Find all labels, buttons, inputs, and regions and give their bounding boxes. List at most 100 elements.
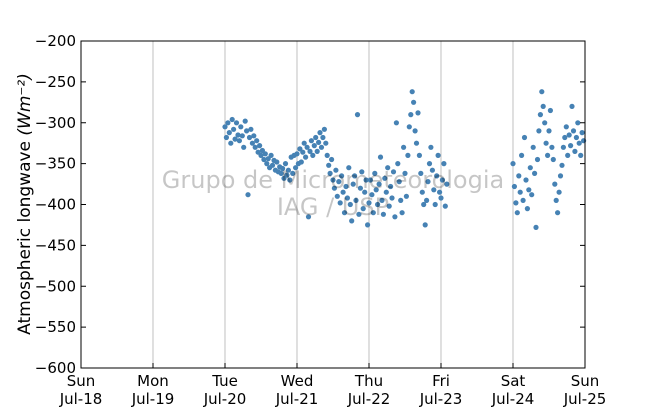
- x-tick-date: Jul-21: [275, 390, 319, 408]
- data-point: [439, 177, 445, 183]
- data-point: [392, 214, 398, 220]
- y-tick-label: −250: [35, 73, 76, 91]
- data-point: [340, 189, 346, 195]
- data-point: [545, 152, 551, 158]
- data-point: [513, 200, 519, 206]
- data-point: [324, 152, 330, 158]
- data-point: [557, 173, 564, 179]
- y-tick-label: −400: [35, 196, 76, 214]
- data-point: [402, 170, 408, 176]
- data-point: [555, 210, 561, 216]
- data-point: [344, 195, 350, 201]
- data-point: [317, 130, 323, 136]
- data-point: [524, 206, 531, 212]
- data-point: [337, 200, 343, 206]
- data-point: [334, 193, 340, 199]
- data-point: [357, 185, 363, 191]
- data-point: [303, 154, 309, 160]
- data-point: [363, 177, 369, 183]
- data-point: [566, 132, 572, 138]
- data-point: [434, 173, 440, 179]
- data-point: [235, 132, 241, 138]
- data-point: [379, 197, 385, 203]
- data-point: [282, 161, 289, 167]
- data-point: [579, 130, 585, 136]
- data-point: [526, 187, 532, 193]
- data-point: [285, 167, 291, 173]
- data-point: [556, 189, 562, 195]
- data-point: [251, 133, 257, 139]
- data-point: [343, 183, 349, 190]
- data-point: [426, 161, 433, 167]
- data-point: [530, 144, 536, 150]
- data-point: [307, 148, 313, 154]
- data-point: [517, 189, 523, 195]
- data-point: [242, 118, 248, 124]
- data-point: [226, 130, 232, 136]
- data-point: [333, 167, 339, 173]
- y-tick-label: −200: [35, 32, 76, 50]
- data-point: [441, 161, 447, 167]
- data-point: [539, 89, 545, 95]
- x-tick-day: Sun: [67, 372, 96, 390]
- data-point: [413, 140, 420, 146]
- data-point: [569, 103, 575, 109]
- vertical-gridlines: [152, 41, 514, 368]
- data-point: [431, 187, 437, 193]
- x-tick-date: Jul-24: [491, 390, 535, 408]
- data-point: [228, 140, 234, 146]
- data-point: [305, 214, 312, 220]
- data-point: [280, 165, 286, 172]
- data-point: [321, 126, 327, 132]
- data-point: [301, 140, 307, 146]
- data-point: [550, 156, 556, 163]
- y-tick-label: −450: [35, 236, 76, 254]
- x-tick-label: Mon Jul-19: [131, 372, 175, 408]
- data-point: [536, 128, 542, 134]
- y-tick-label: −600: [35, 359, 76, 377]
- data-point: [249, 140, 255, 146]
- data-point: [258, 152, 264, 158]
- x-tick-day: Sun: [571, 372, 600, 390]
- data-point: [254, 138, 260, 144]
- data-point: [327, 170, 333, 176]
- data-point: [244, 128, 250, 134]
- data-point: [225, 120, 231, 126]
- data-point: [316, 139, 322, 145]
- data-point: [523, 177, 529, 183]
- data-point: [405, 152, 411, 158]
- data-point: [444, 181, 450, 187]
- data-point: [418, 170, 424, 176]
- x-tick-label: Wed Jul-21: [275, 372, 319, 408]
- data-point: [233, 120, 240, 126]
- data-point: [310, 152, 316, 158]
- data-points: [222, 89, 587, 230]
- y-tick-label: −350: [35, 155, 76, 173]
- data-point: [252, 144, 258, 150]
- data-point: [537, 112, 544, 118]
- data-point: [409, 89, 415, 95]
- data-point: [412, 128, 418, 134]
- data-point: [231, 126, 237, 132]
- data-point: [578, 152, 584, 158]
- x-tick-day: Wed: [281, 372, 314, 390]
- data-point: [269, 162, 276, 168]
- data-point: [246, 134, 253, 141]
- data-point: [422, 222, 428, 228]
- data-point: [294, 151, 300, 157]
- data-point: [388, 183, 394, 190]
- x-tick-label: Thu Jul-22: [347, 372, 391, 408]
- data-point: [562, 134, 568, 141]
- data-point: [329, 156, 335, 163]
- data-point: [222, 124, 228, 130]
- data-point: [406, 124, 412, 130]
- data-point: [383, 189, 389, 195]
- data-point: [553, 197, 559, 203]
- data-point: [236, 138, 242, 144]
- data-point: [416, 152, 422, 158]
- data-point: [396, 179, 402, 185]
- y-tick-label: −550: [35, 318, 76, 336]
- data-point: [542, 120, 548, 126]
- data-point: [365, 222, 371, 228]
- x-tick-label: Sun Jul-25: [563, 372, 607, 408]
